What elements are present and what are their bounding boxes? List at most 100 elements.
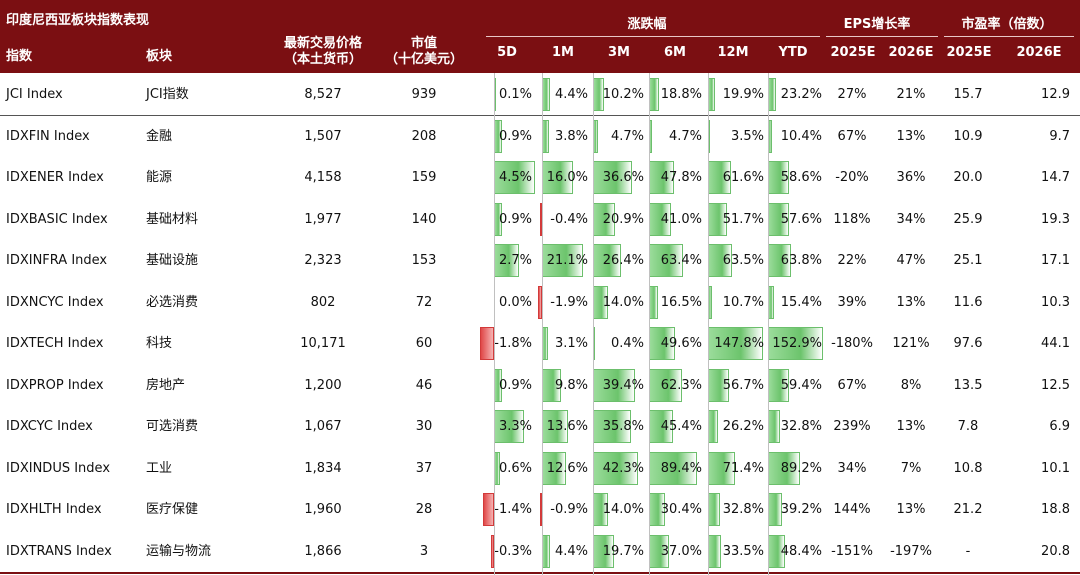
header-eps-2026: 2026E xyxy=(888,45,934,60)
header-pe-group: 市盈率（倍数） xyxy=(961,17,1053,32)
cell-sector: 工业 xyxy=(146,460,173,476)
bar-d5 xyxy=(482,493,494,526)
cell-mktcap: 37 xyxy=(415,460,433,476)
cell-mktcap: 939 xyxy=(411,87,437,102)
cell-price: 1,834 xyxy=(304,460,342,476)
cell-pe25: 10.9 xyxy=(953,128,983,144)
cell-pe26: 14.7 xyxy=(1041,170,1070,185)
cell-eps25: -151% xyxy=(831,543,873,559)
cell-d5: 0.9% xyxy=(498,377,532,393)
cell-ytd: 59.4% xyxy=(780,377,822,393)
cell-pe26: 18.8 xyxy=(1041,502,1070,517)
cell-ytd: 63.8% xyxy=(780,253,822,268)
cell-m6: 41.0% xyxy=(660,211,702,227)
table-title: 印度尼西亚板块指数表现 xyxy=(6,13,150,28)
cell-m12: 19.9% xyxy=(722,87,764,102)
header-mktcap: 市值 （十亿美元） xyxy=(374,36,474,68)
cell-eps25: 27% xyxy=(837,87,867,102)
cell-eps25: 67% xyxy=(837,377,867,393)
bar-axis-m3 xyxy=(593,73,594,575)
cell-mktcap: 159 xyxy=(411,170,437,185)
cell-mktcap: 153 xyxy=(411,253,437,268)
cell-eps25: 34% xyxy=(837,460,867,476)
header-return-group: 涨跌幅 xyxy=(627,17,667,32)
header-price-line2: （本土货币） xyxy=(283,52,362,67)
table-row: IDXTECH Index 科技 10,171 60 -180% 121% 97.6 44.1… xyxy=(0,323,1080,364)
cell-m6: 16.5% xyxy=(660,294,702,310)
cell-index: IDXENER Index xyxy=(6,170,104,185)
cell-price: 2,323 xyxy=(304,253,342,268)
cell-m3: 10.2% xyxy=(602,87,644,102)
cell-pe25: 20.0 xyxy=(953,170,983,185)
cell-m12: 32.8% xyxy=(722,502,764,517)
cell-pe25: 25.9 xyxy=(953,211,983,227)
cell-m12: 33.5% xyxy=(722,543,764,559)
cell-pe25: 10.8 xyxy=(953,460,983,476)
cell-price: 10,171 xyxy=(300,336,346,351)
bar-m3 xyxy=(593,368,636,402)
table-row: IDXINDUS Index 工业 1,834 37 34% 7% 10.8 10.1 0.6%… xyxy=(0,448,1080,489)
cell-m6: 89.4% xyxy=(660,460,702,476)
cell-pe25: 15.7 xyxy=(953,87,983,102)
cell-sector: 医疗保健 xyxy=(146,502,199,517)
return-group-underline xyxy=(486,36,820,37)
table-row: IDXTRANS Index 运输与物流 1,866 3 -151% -197% - 20.8… xyxy=(0,531,1080,572)
cell-eps26: 13% xyxy=(896,502,926,517)
cell-m6: 45.4% xyxy=(660,419,702,434)
cell-sector: 运输与物流 xyxy=(146,543,212,559)
bar-m1 xyxy=(538,285,542,319)
bar-axis-m1 xyxy=(542,73,543,575)
cell-eps26: 8% xyxy=(900,377,922,393)
header-eps-group: EPS增长率 xyxy=(843,17,911,32)
bar-axis-ytd xyxy=(768,73,769,575)
bar-m6 xyxy=(649,327,676,360)
cell-pe25: 25.1 xyxy=(953,253,983,268)
bar-m12 xyxy=(708,451,735,485)
bar-m1 xyxy=(540,202,542,236)
bar-axis-m12 xyxy=(708,73,709,575)
bar-m6 xyxy=(649,368,683,402)
cell-m12: 61.6% xyxy=(722,170,764,185)
cell-pe25: 7.8 xyxy=(957,419,979,434)
cell-m6: 30.4% xyxy=(660,502,702,517)
cell-pe25: 13.5 xyxy=(953,377,983,393)
header-pe-2026: 2026E xyxy=(1016,45,1062,60)
cell-pe26: 10.1 xyxy=(1041,460,1070,476)
header-eps-2025: 2025E xyxy=(830,45,876,60)
header-12m: 12M xyxy=(717,45,749,60)
cell-price: 802 xyxy=(310,294,336,310)
header-sector: 板块 xyxy=(146,49,173,64)
cell-m12: 56.7% xyxy=(722,377,764,393)
cell-d5: -1.8% xyxy=(494,336,532,351)
cell-m1: -0.4% xyxy=(550,211,588,227)
bar-m6 xyxy=(649,244,683,277)
cell-index: IDXINFRA Index xyxy=(6,253,108,268)
cell-m6: 4.7% xyxy=(668,128,702,144)
cell-pe26: 12.9 xyxy=(1041,87,1070,102)
cell-eps26: 36% xyxy=(896,170,926,185)
cell-pe26: 20.8 xyxy=(1041,543,1070,559)
table-row: IDXPROP Index 房地产 1,200 46 67% 8% 13.5 12.5 0.9%… xyxy=(0,365,1080,406)
header-5d: 5D xyxy=(497,45,517,60)
table-row: IDXINFRA Index 基础设施 2,323 153 22% 47% 25.1 17.1… xyxy=(0,240,1080,281)
cell-mktcap: 140 xyxy=(411,211,437,227)
bar-m3 xyxy=(593,451,639,485)
cell-ytd: 39.2% xyxy=(780,502,822,517)
cell-m1: 16.0% xyxy=(546,170,588,185)
cell-m12: 71.4% xyxy=(722,460,764,476)
header-1m: 1M xyxy=(552,45,574,60)
cell-mktcap: 208 xyxy=(411,128,437,144)
cell-m12: 147.8% xyxy=(714,336,764,351)
table-bottom-border xyxy=(0,572,1080,574)
cell-m6: 47.8% xyxy=(660,170,702,185)
cell-ytd: 152.9% xyxy=(772,336,822,351)
cell-ytd: 57.6% xyxy=(780,211,822,227)
cell-m12: 63.5% xyxy=(722,253,764,268)
bar-d5 xyxy=(491,534,494,568)
cell-sector: 房地产 xyxy=(146,377,186,393)
cell-index: IDXCYC Index xyxy=(6,419,93,434)
cell-m1: 3.8% xyxy=(554,128,588,144)
cell-price: 1,507 xyxy=(304,128,342,144)
header-ytd: YTD xyxy=(778,45,808,60)
cell-m3: 36.6% xyxy=(602,170,644,185)
